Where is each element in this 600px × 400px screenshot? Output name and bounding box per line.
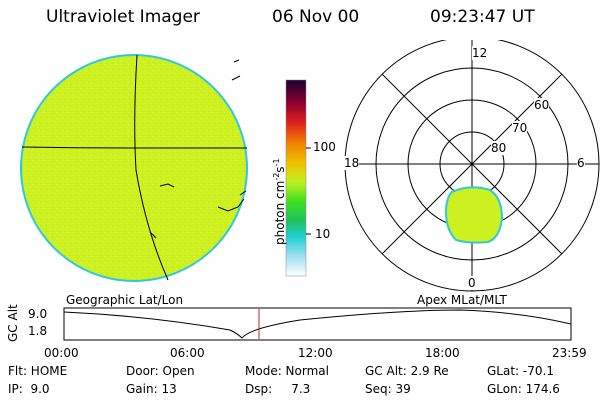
coastline-segment [149, 59, 247, 239]
altitude-curve [63, 309, 572, 339]
info-seq: Seq: 39 [365, 382, 411, 396]
info-glon: GLon: 174.6 [487, 382, 560, 396]
time-tick-1200: 12:00 [298, 346, 333, 360]
mlt-label-12: 12 [472, 46, 488, 60]
info-flt: Flt: HOME [8, 364, 68, 378]
altitude-y-low: 1.8 [28, 324, 48, 338]
color-scale-bar [285, 79, 311, 277]
info-gain: Gain: 13 [126, 382, 177, 396]
info-mode: Mode: Normal [245, 364, 329, 378]
mlt-label-18: 18 [344, 156, 360, 170]
info-dsp: Dsp: 7.3 [245, 382, 311, 396]
lat-label-80: 80 [491, 141, 507, 155]
time-label: 09:23:47 UT [430, 7, 535, 27]
date-label: 06 Nov 00 [272, 7, 360, 27]
app-title: Ultraviolet Imager [46, 7, 200, 27]
info-gc-alt: GC Alt: 2.9 Re [365, 364, 449, 378]
auroral-oval-region [444, 186, 504, 244]
info-door: Door: Open [126, 364, 195, 378]
apex-panel-label: Apex MLat/MLT [417, 293, 507, 307]
geographic-panel-label: Geographic Lat/Lon [66, 293, 184, 307]
altitude-y-high: 9.0 [28, 307, 48, 321]
latitude-line [21, 146, 247, 149]
polar-plot [344, 40, 600, 292]
time-tick-1800: 18:00 [425, 346, 460, 360]
info-glat: GLat: -70.1 [487, 364, 554, 378]
mlt-label-6: 6 [577, 156, 585, 170]
colorbar-tick-10: 10 [315, 227, 331, 241]
info-ip: IP: 9.0 [8, 382, 50, 396]
lat-label-70: 70 [512, 121, 528, 135]
time-tick-2359: 23:59 [552, 346, 587, 360]
earth-disk [20, 54, 248, 282]
lat-label-60: 60 [534, 98, 550, 112]
time-tick-0600: 06:00 [170, 346, 205, 360]
mlt-label-0: 0 [468, 276, 476, 290]
colorbar-unit-label: photon cm-2s-1 [272, 158, 287, 245]
longitude-line [134, 54, 169, 281]
altitude-strip-plot [63, 307, 572, 341]
time-tick-0000: 00:00 [44, 346, 79, 360]
colorbar-tick-100: 100 [313, 140, 336, 154]
